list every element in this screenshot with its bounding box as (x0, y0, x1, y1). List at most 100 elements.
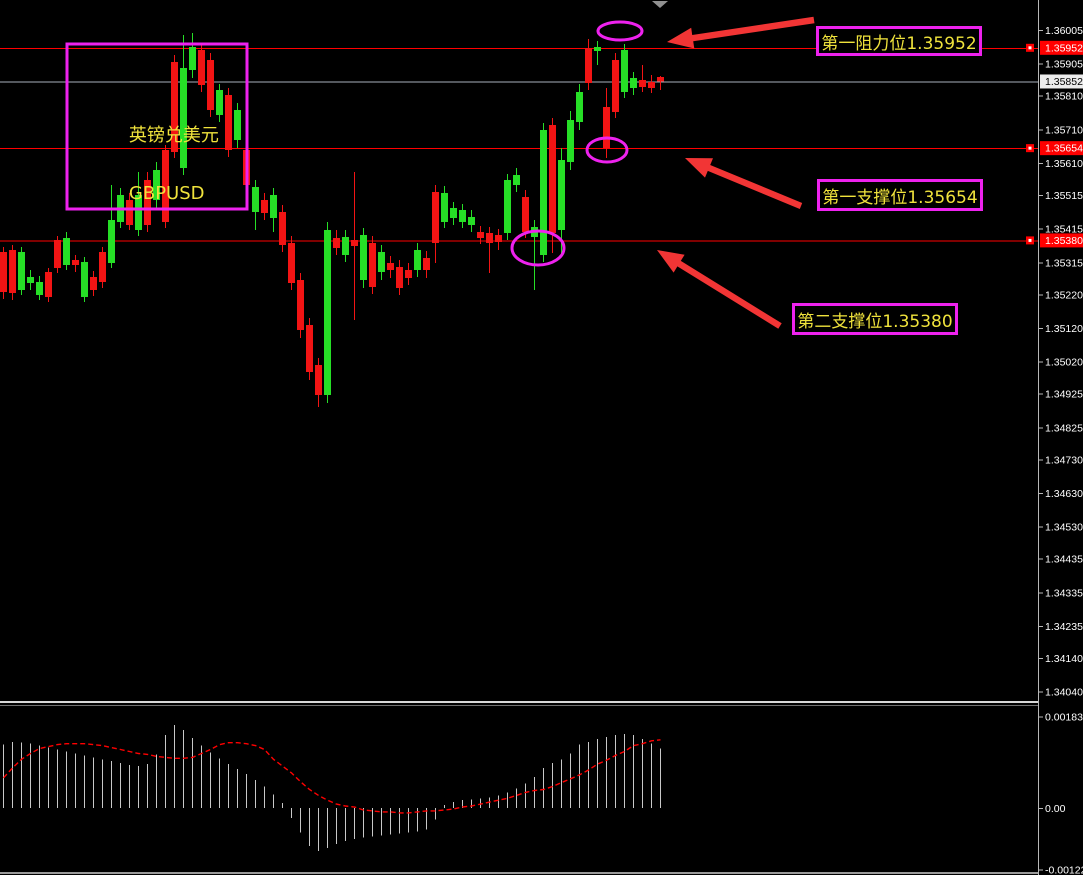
highlight-rectangle[interactable] (65, 42, 249, 211)
support-1-label-text: 第一支撑位1.35654 (822, 187, 978, 208)
candle-body (396, 267, 403, 288)
axis-tick-label: 1.34825 (1045, 422, 1083, 434)
axis-tick-label: 1.34040 (1045, 687, 1083, 699)
candle-body (477, 231, 484, 239)
price-badge-1.35952 (1040, 40, 1083, 55)
candle-body (153, 170, 160, 200)
candle-body (252, 186, 259, 213)
candle-body (72, 259, 79, 265)
candle-body (99, 251, 106, 283)
price-badge-label: 1.35852 (1045, 76, 1083, 88)
candle-body (423, 257, 430, 271)
price-badge-label: 1.35654 (1045, 143, 1083, 155)
macd-signal-line (2, 739, 661, 814)
axis-tick-label: 1.34630 (1045, 488, 1083, 500)
candle-body (369, 243, 376, 287)
candle-body (54, 240, 61, 269)
candle-body (297, 280, 304, 330)
resistance-1-label[interactable]: 第一阻力位1.35952 (816, 26, 982, 56)
candle-body (594, 47, 601, 51)
axis-tick-label: 1.35415 (1045, 224, 1083, 236)
candle-body (45, 272, 52, 297)
candle-body (288, 243, 295, 284)
symbol-annotation-code: GBPUSD (128, 183, 205, 204)
candle-body (207, 59, 214, 111)
window-bottom-edge (0, 872, 1083, 874)
candle-body (522, 196, 529, 232)
resistance-1-label-text: 第一阻力位1.35952 (821, 33, 977, 54)
symbol-annotation[interactable]: 英镑兑美元 GBPUSD (106, 92, 219, 237)
candle-body (225, 94, 232, 150)
candle-body (486, 232, 493, 244)
line-marker-center (1028, 46, 1032, 50)
candle-body (558, 159, 565, 230)
price-badge-1.35654 (1040, 141, 1083, 156)
pane-separator-shadow (0, 705, 1083, 706)
axis-tick-label: 1.35515 (1045, 190, 1083, 202)
symbol-annotation-cn: 英镑兑美元 (128, 125, 219, 146)
pointer-arrow-3[interactable] (657, 250, 782, 329)
candle-body (9, 250, 16, 293)
candle-body (576, 91, 583, 122)
candle-body (513, 175, 520, 185)
candle-body (234, 110, 241, 141)
axis-tick-label: 1.35710 (1045, 124, 1083, 136)
price-badge-label: 1.35952 (1045, 42, 1083, 54)
candle-body (387, 262, 394, 271)
highlight-ellipse-3[interactable] (510, 229, 566, 267)
candle-body (351, 240, 358, 247)
axis-tick-label: 1.35120 (1045, 323, 1083, 335)
candle-body (432, 191, 439, 244)
axis-tick-label: 1.34530 (1045, 522, 1083, 534)
candle-body (216, 89, 223, 116)
candle-body (90, 277, 97, 290)
support-1-label[interactable]: 第一支撑位1.35654 (817, 179, 983, 211)
candle-body (36, 282, 43, 295)
candle-body (306, 324, 313, 373)
candle-body (360, 235, 367, 281)
axis-tick-label: 1.34335 (1045, 587, 1083, 599)
candle-body (108, 219, 115, 263)
candle-body (441, 192, 448, 222)
candle-body (612, 59, 619, 113)
price-badge-1.35380 (1040, 233, 1083, 248)
candle-body (540, 129, 547, 255)
axis-tick-label: 1.35220 (1045, 289, 1083, 301)
candle-body (405, 270, 412, 279)
candle-body (18, 251, 25, 290)
candle-body (639, 80, 646, 87)
pointer-arrow-2[interactable] (685, 158, 803, 209)
candle-body (621, 49, 628, 92)
price-badge-label: 1.35380 (1045, 235, 1083, 247)
pointer-arrow-1[interactable] (667, 16, 815, 49)
candle-body (342, 237, 349, 255)
highlight-ellipse-1[interactable] (596, 20, 644, 42)
candle-body (0, 251, 7, 292)
line-marker-center (1028, 238, 1032, 242)
axis-tick-label: 1.34140 (1045, 653, 1083, 665)
shift-marker-icon (652, 1, 668, 8)
candle-body (459, 210, 466, 222)
axis-tick-label: 1.35020 (1045, 357, 1083, 369)
candle-body (63, 238, 70, 265)
candle-body (189, 47, 196, 71)
candle-body (585, 48, 592, 83)
candle-body (279, 212, 286, 246)
candle-body (315, 364, 322, 395)
candle-body (81, 261, 88, 297)
candle-body (495, 235, 502, 243)
candle-body (180, 68, 187, 169)
candle-body (270, 194, 277, 218)
candle-body (126, 200, 133, 225)
candle-body (468, 217, 475, 225)
candle-body (333, 238, 340, 249)
support-2-label-text: 第二支撑位1.35380 (797, 311, 953, 332)
support-2-label[interactable]: 第二支撑位1.35380 (792, 303, 958, 335)
highlight-ellipse-2[interactable] (585, 136, 629, 164)
candle-body (630, 78, 637, 88)
axis-tick-label: 1.34730 (1045, 454, 1083, 466)
candle-body (648, 82, 655, 88)
pane-separator[interactable] (0, 701, 1083, 703)
